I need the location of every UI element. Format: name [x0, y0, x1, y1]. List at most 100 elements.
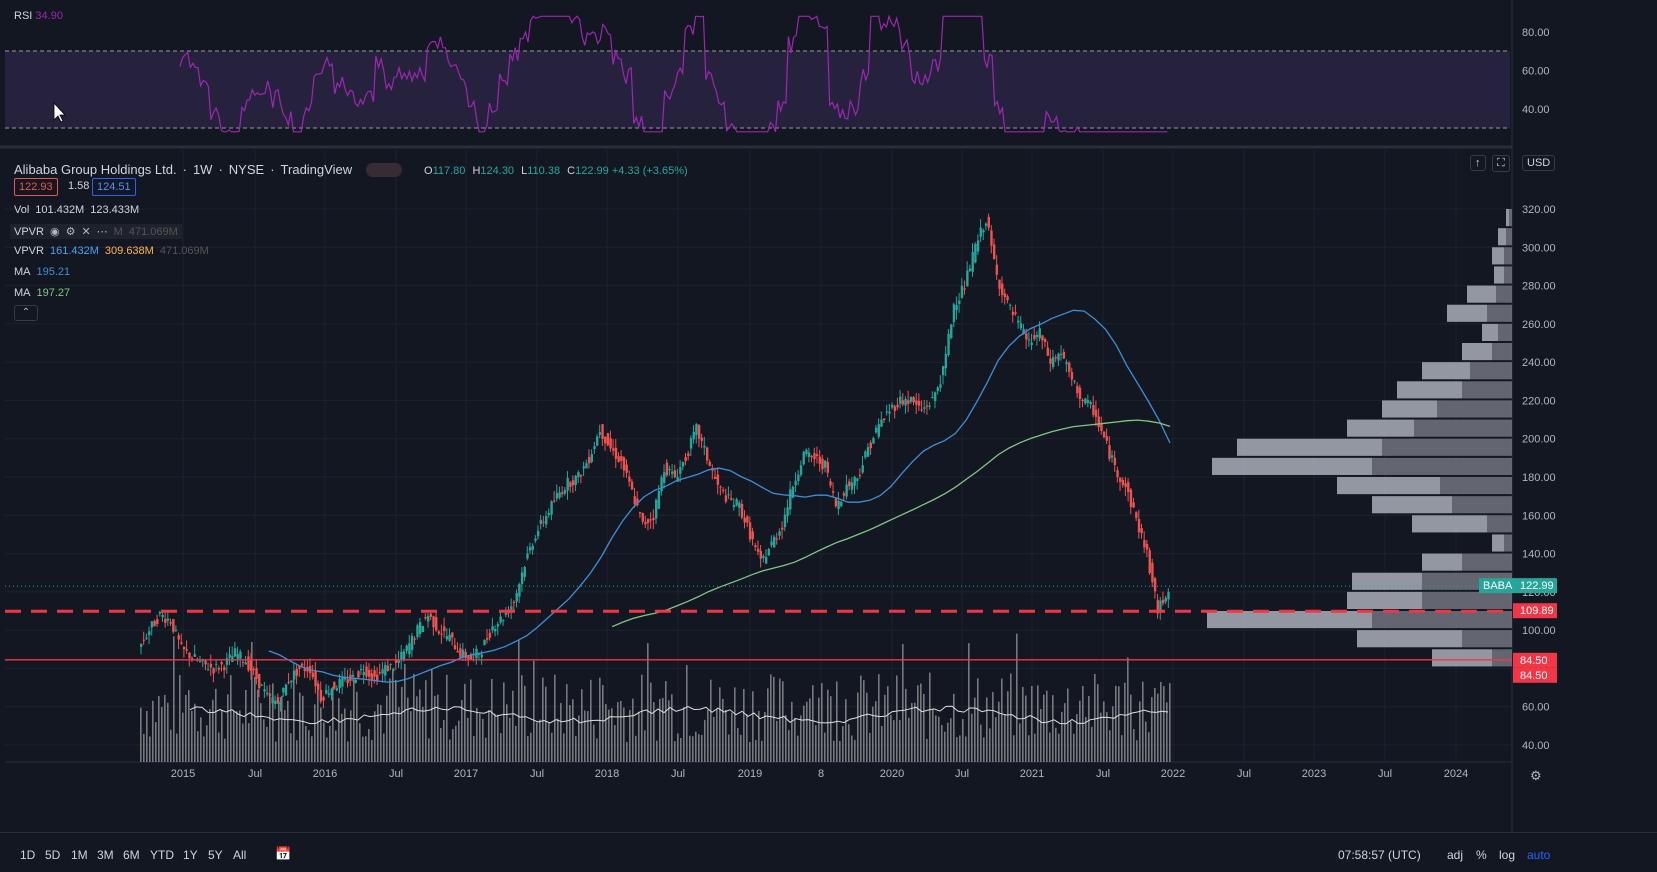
- candle-body: [215, 663, 218, 665]
- volume-bar: [245, 689, 247, 762]
- range-button-1m[interactable]: 1M: [71, 848, 88, 862]
- candle-body: [314, 670, 317, 687]
- arrow-up-icon[interactable]: ↑: [1470, 155, 1486, 171]
- vpvr-indicator-1[interactable]: VPVR ◉ ⚙ ✕ ⋯ M 471.069M: [10, 224, 182, 239]
- candle-body: [440, 633, 443, 635]
- candle-body: [435, 617, 438, 631]
- close-icon[interactable]: ✕: [81, 226, 91, 238]
- candle-body: [271, 697, 274, 704]
- candle-body: [164, 618, 167, 623]
- volume-bar: [608, 709, 610, 762]
- ask-button[interactable]: 124.51: [92, 178, 136, 196]
- scale-option-adj[interactable]: adj: [1447, 848, 1464, 862]
- candle-body: [545, 515, 548, 525]
- calendar-icon[interactable]: 📅: [275, 846, 292, 861]
- collapse-legend-button[interactable]: ⌃: [14, 305, 38, 321]
- candle-body: [241, 661, 245, 663]
- market-status-badge[interactable]: [366, 162, 403, 177]
- scale-option-percent[interactable]: %: [1476, 848, 1487, 862]
- bottom-toolbar: [0, 832, 1657, 872]
- currency-select[interactable]: USD: [1522, 155, 1556, 171]
- range-button-1d[interactable]: 1D: [20, 848, 36, 862]
- candle-body: [751, 531, 754, 540]
- candle-body: [660, 477, 663, 492]
- clock[interactable]: 07:58:57 (UTC): [1338, 848, 1421, 862]
- candle-body: [322, 697, 325, 701]
- volume-bar: [800, 715, 802, 762]
- candle-body: [807, 452, 811, 458]
- range-button-5y[interactable]: 5Y: [208, 848, 223, 862]
- candle-body: [963, 288, 966, 290]
- volume-bar: [281, 695, 283, 762]
- volume-bar: [746, 714, 748, 762]
- range-button-3m[interactable]: 3M: [97, 848, 114, 862]
- candle-body: [657, 490, 661, 509]
- vpvr-bar-vol: [1452, 496, 1512, 514]
- ma-indicator-2[interactable]: MA 197.27: [14, 287, 71, 299]
- volume-bar: [887, 686, 889, 762]
- settings-icon[interactable]: ⚙: [1530, 768, 1542, 783]
- candle-body: [1156, 600, 1159, 614]
- candle-body: [1121, 479, 1125, 486]
- candle-body: [405, 645, 408, 651]
- spread-value: 1.58: [68, 180, 90, 192]
- candle-body: [303, 668, 307, 672]
- volume-bar: [764, 711, 766, 762]
- volume-bar: [638, 711, 640, 762]
- candle-body: [979, 227, 982, 237]
- vol-indicator[interactable]: Vol 101.432M 123.433M: [14, 204, 140, 216]
- more-icon[interactable]: ⋯: [96, 226, 108, 238]
- bid-button[interactable]: 122.93: [14, 178, 58, 196]
- candle-body: [834, 498, 838, 507]
- volume-bar: [197, 731, 199, 762]
- candle-body: [365, 666, 368, 677]
- interval[interactable]: 1W: [192, 162, 213, 177]
- maximize-icon[interactable]: ⛶: [1492, 155, 1510, 172]
- volume-bar: [308, 730, 310, 762]
- volume-bar: [539, 719, 541, 762]
- vpvr-bar: [1347, 419, 1414, 437]
- candle-body: [531, 545, 535, 550]
- candle-body: [815, 454, 819, 457]
- candle-body: [180, 642, 183, 644]
- volume-bar: [1043, 694, 1045, 762]
- symbol-name[interactable]: Alibaba Group Holdings Ltd.: [14, 162, 177, 177]
- volume-bar: [149, 736, 151, 762]
- eye-icon[interactable]: ◉: [49, 226, 60, 238]
- candle-body: [931, 397, 934, 399]
- volume-bar: [263, 719, 265, 762]
- time-tick: Jul: [530, 768, 544, 780]
- time-tick: Jul: [1237, 768, 1251, 780]
- range-button-1y[interactable]: 1Y: [183, 848, 198, 862]
- candle-body: [1127, 482, 1130, 492]
- volume-bar: [530, 732, 532, 762]
- range-button-6m[interactable]: 6M: [123, 848, 140, 862]
- ma-indicator-1[interactable]: MA 195.21: [14, 266, 71, 278]
- scale-option-log[interactable]: log: [1499, 848, 1516, 862]
- volume-bar: [824, 732, 826, 762]
- volume-bar: [449, 739, 451, 762]
- volume-bar: [878, 674, 880, 762]
- vpvr-bar-vol: [1487, 515, 1512, 533]
- volume-bar: [857, 692, 859, 762]
- vpvr-indicator-2[interactable]: VPVR 161.432M 309.638M 471.069M: [14, 245, 209, 257]
- candle-body: [217, 667, 221, 670]
- volume-bar: [1016, 633, 1018, 762]
- candle-body: [705, 447, 709, 461]
- scale-option-auto[interactable]: auto: [1527, 848, 1551, 862]
- candle-body: [317, 683, 320, 690]
- range-button-all[interactable]: All: [233, 848, 247, 862]
- candle-body: [1030, 342, 1033, 345]
- candle-body: [496, 624, 500, 627]
- candle-body: [1017, 320, 1020, 323]
- volume-bar: [1034, 733, 1036, 762]
- gear-icon[interactable]: ⚙: [65, 226, 76, 238]
- range-button-ytd[interactable]: YTD: [150, 848, 174, 862]
- candle-body: [212, 668, 215, 674]
- range-button-5d[interactable]: 5D: [45, 848, 61, 862]
- volume-bar: [584, 710, 586, 762]
- volume-bar: [809, 698, 811, 762]
- candle-body: [367, 669, 371, 677]
- candle-body: [1009, 304, 1012, 306]
